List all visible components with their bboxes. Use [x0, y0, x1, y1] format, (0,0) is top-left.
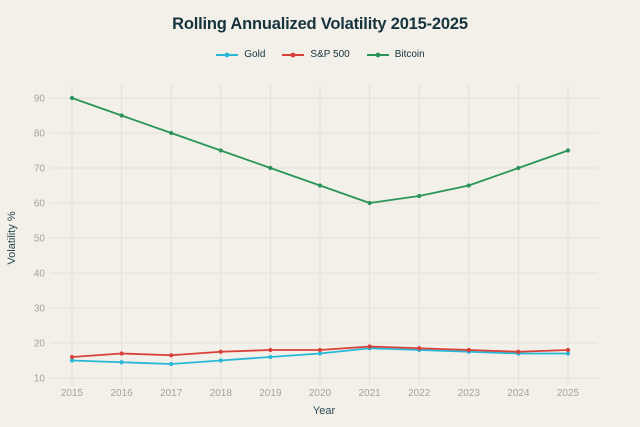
- x-tick-label: 2020: [309, 388, 332, 399]
- x-tick-label: 2022: [408, 388, 431, 399]
- x-tick-label: 2016: [110, 388, 133, 399]
- series-point-gold: [119, 360, 124, 365]
- legend-item-gold: Gold: [215, 49, 265, 60]
- series-point-bitcoin: [565, 148, 571, 153]
- y-tick-label: 70: [34, 164, 46, 175]
- series-point-bitcoin: [466, 183, 471, 188]
- legend-label-bitcoin: Bitcoin: [394, 49, 425, 60]
- series-point-sp500: [317, 347, 323, 353]
- y-tick-label: 40: [34, 269, 46, 280]
- x-tick-label: 2015: [61, 388, 84, 399]
- series-point-gold: [69, 358, 75, 363]
- y-tick-label: 50: [34, 234, 46, 245]
- y-tick-label: 20: [34, 339, 46, 350]
- series-point-sp500: [565, 347, 571, 353]
- plot-area: 10 20 30 40 50 60 70 80 90 2015 2016 2017 2018 2019 20…: [6, 84, 598, 417]
- x-tick-label: 2025: [557, 388, 580, 399]
- series-point-sp500: [417, 346, 422, 351]
- series-point-sp500: [119, 351, 124, 356]
- series-point-bitcoin: [69, 95, 75, 101]
- series-point-sp500: [268, 347, 273, 353]
- series-point-bitcoin: [417, 193, 422, 199]
- x-tick-label: 2018: [210, 388, 233, 399]
- y-tick-label: 60: [34, 199, 46, 210]
- legend-swatch-sp500-icon: [282, 52, 305, 57]
- legend-swatch-bitcoin-icon: [366, 52, 389, 57]
- series-point-bitcoin: [516, 165, 521, 171]
- series-point-sp500: [69, 354, 75, 360]
- x-tick-label: 2023: [458, 388, 481, 399]
- legend-item-sp500: S&P 500: [281, 49, 350, 60]
- series-point-bitcoin: [218, 148, 223, 153]
- series-point-sp500: [466, 347, 471, 353]
- series-point-sp500: [218, 349, 223, 354]
- series-point-gold: [268, 354, 273, 360]
- legend-label-gold: Gold: [244, 49, 266, 60]
- series-point-gold: [317, 351, 323, 356]
- series-point-sp500: [516, 349, 521, 354]
- y-tick-label: 30: [34, 304, 46, 315]
- series-point-gold: [565, 351, 571, 356]
- series-point-gold: [218, 358, 223, 363]
- series-point-bitcoin: [169, 130, 174, 136]
- series-point-bitcoin: [317, 183, 323, 188]
- x-tick-label: 2024: [507, 388, 530, 399]
- legend-label-sp500: S&P 500: [310, 49, 350, 60]
- series-point-bitcoin: [268, 165, 273, 171]
- series-point-bitcoin: [119, 113, 124, 118]
- legend-swatch-gold-icon: [216, 52, 239, 57]
- y-tick-label: 80: [34, 129, 46, 140]
- series-point-gold: [169, 361, 174, 367]
- series-point-bitcoin: [367, 200, 372, 206]
- x-axis-label: Year: [313, 405, 336, 417]
- series-point-sp500: [367, 344, 372, 349]
- legend-item-bitcoin: Bitcoin: [366, 49, 425, 60]
- x-tick-label: 2017: [160, 388, 183, 399]
- chart-legend: Gold S&P 500 Bitcoin: [0, 49, 640, 60]
- y-tick-label: 90: [34, 94, 46, 105]
- x-tick-label: 2021: [358, 388, 381, 399]
- x-tick-label: 2019: [259, 388, 282, 399]
- y-axis-label: Volatility %: [6, 211, 18, 264]
- y-tick-label: 10: [34, 374, 46, 385]
- series-point-sp500: [169, 353, 174, 358]
- chart-title: Rolling Annualized Volatility 2015-2025: [172, 15, 468, 33]
